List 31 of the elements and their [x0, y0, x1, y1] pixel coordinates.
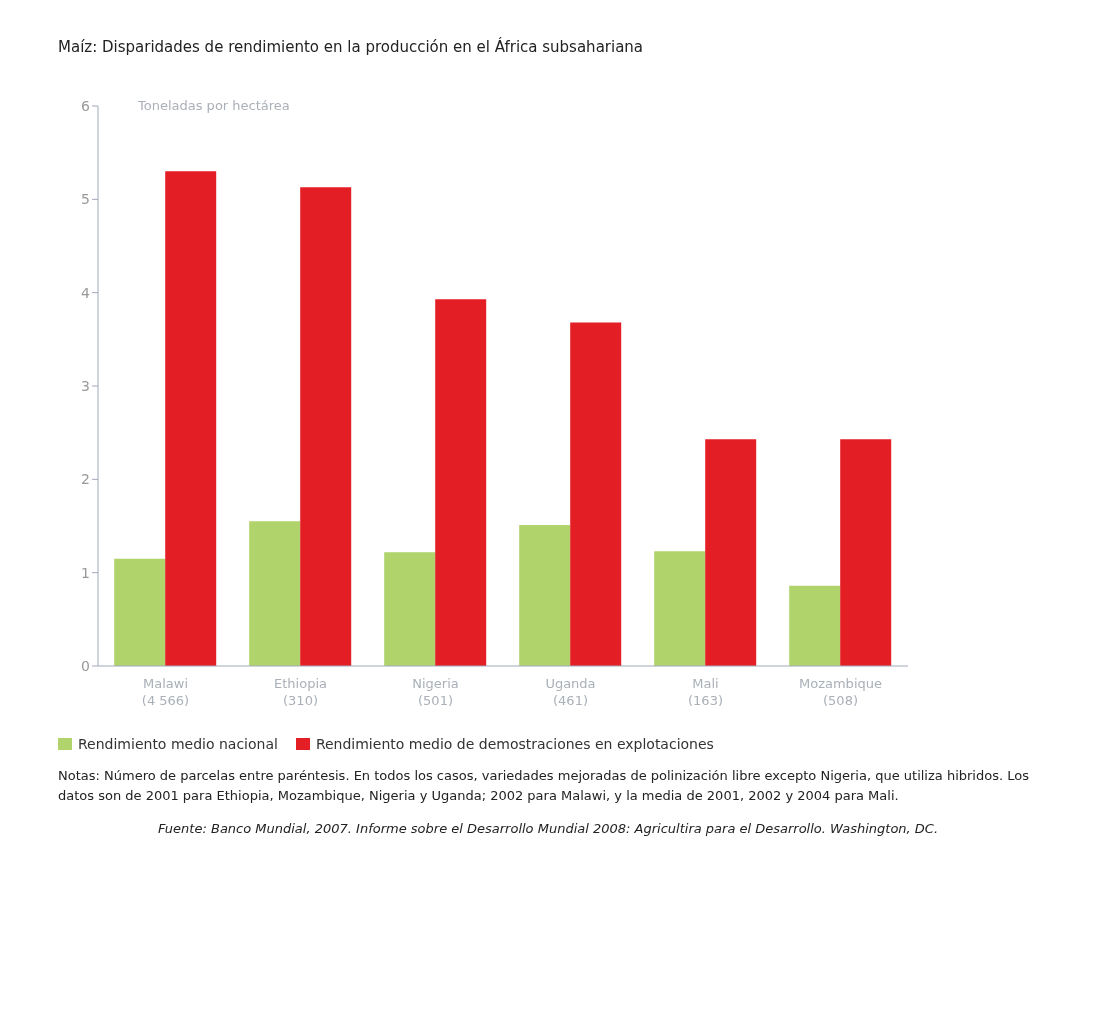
bar — [519, 525, 571, 666]
bar — [300, 187, 352, 666]
source-note: Fuente: Banco Mundial, 2007. Informe sobre el Desarrollo Mundial 2008: Agricultira para el Desarrollo. Washington, DC. — [156, 820, 940, 838]
x-tick-label: Ethiopia (310) — [274, 676, 327, 708]
bar — [384, 552, 436, 666]
bar — [165, 171, 217, 666]
bar — [435, 299, 487, 666]
y-tick-label: 1 — [81, 564, 90, 581]
bar — [249, 521, 301, 666]
x-tick-label: Nigeria (501) — [412, 676, 459, 708]
x-tick-label: Mali (163) — [688, 676, 723, 708]
chart-title: Maíz: Disparidades de rendimiento en la producción en el África subsahariana — [58, 38, 645, 56]
bar — [840, 439, 892, 666]
legend-label: Rendimiento medio de demostraciones en explotaciones — [315, 736, 714, 752]
x-tick-label: Mozambique (508) — [799, 676, 882, 708]
y-tick-label: 5 — [81, 191, 90, 208]
text: Notas: Número de parcelas entre paréntesis. En todos los casos, variedades mejoradas de polinización libre excepto Nigeria, que utiliza hibridos. Los datos son de 2001 para Ethiopia, Mozambique, Nigeria y Uganda; 2002 para Malawi, y la media de 2001, 2002 y 2004 para Mali. — [58, 767, 1030, 805]
y-tick-label: 3 — [81, 377, 90, 394]
bar — [654, 551, 706, 666]
bar — [705, 439, 757, 666]
y-tick-label: 4 — [81, 284, 91, 301]
y-axis-title: Toneladas por hectárea — [138, 98, 290, 113]
y-tick-label: 2 — [81, 471, 90, 488]
bar — [114, 558, 166, 666]
x-tick-label: Uganda (461) — [545, 676, 596, 708]
bar — [570, 322, 622, 666]
x-tick-label: Malawi (4 566) — [141, 676, 190, 708]
y-tick-label: 0 — [81, 657, 90, 674]
bar — [789, 585, 841, 666]
y-tick-label: 6 — [81, 97, 91, 114]
legend-label: Rendimiento medio nacional — [78, 736, 278, 752]
